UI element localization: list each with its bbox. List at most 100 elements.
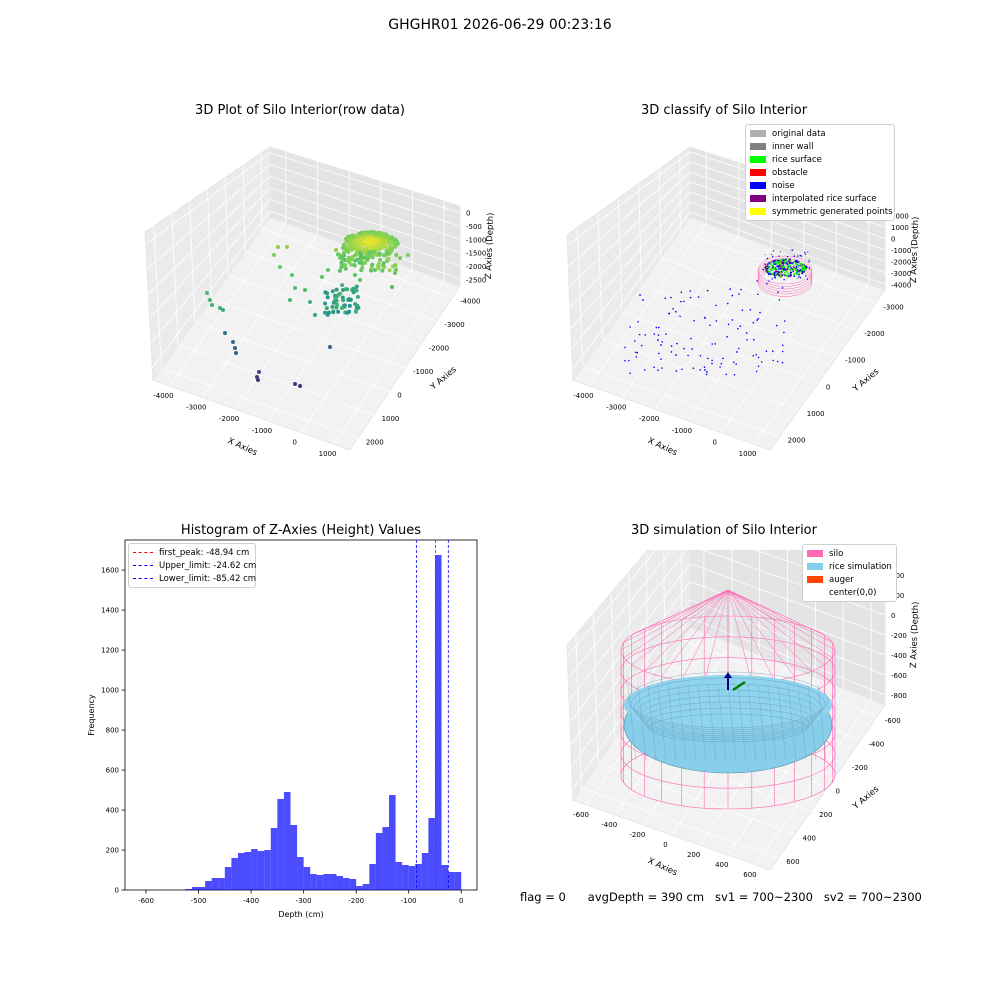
p2-noise-point (711, 359, 713, 362)
p2-noise-point (680, 300, 682, 303)
p2-original-point (799, 254, 801, 257)
p2-inner-wall-ring (757, 258, 813, 287)
p2-rice-surface-point (795, 264, 797, 266)
p2-noise-point (638, 333, 641, 336)
p2-noise-point (653, 333, 656, 335)
p2-rice-surface-point (766, 265, 769, 268)
p2-original-point (778, 261, 780, 263)
p2-noise-point (752, 355, 755, 357)
p2-original-point (787, 275, 790, 277)
p1-scatter-point (331, 309, 336, 314)
p2-noise-point (715, 320, 718, 322)
p1-scatter-point (362, 233, 367, 238)
p1-scatter-point (370, 241, 375, 246)
p2-original-point (781, 264, 784, 266)
p3-histogram-bar (244, 852, 252, 890)
p2-y-tick-label: 2000 (788, 437, 806, 445)
p2-original-point (778, 255, 780, 257)
p2-rice-surface-point (789, 275, 792, 278)
p1-scatter-point (382, 253, 387, 258)
p2-rice-surface-point (797, 261, 799, 264)
p2-x-tick-label: -1000 (672, 427, 692, 435)
p2-rice-surface-point (768, 266, 770, 268)
legend-entry: inner wall (750, 140, 890, 153)
p2-noise-point (653, 366, 655, 369)
p2-noise-point (687, 354, 689, 357)
p2-original-point (770, 253, 773, 256)
p1-z-tick-label: 0 (466, 210, 470, 218)
p2-noise-point (726, 335, 728, 338)
p2-noise-point (699, 369, 701, 371)
p2-y-tick-label: -2000 (864, 330, 884, 338)
p1-y-grid (189, 201, 390, 392)
p1-x-grid (300, 191, 413, 433)
p3-histogram-bar (349, 879, 357, 890)
p2-noise-point (657, 334, 660, 336)
legend-line (133, 578, 153, 579)
p1-scatter-point (349, 262, 354, 267)
p4-rice-mesh (797, 684, 807, 761)
p2-rice-surface-point (769, 263, 772, 266)
p2-original-point (808, 268, 811, 270)
p2-original-point (808, 259, 810, 261)
p2-noise-point (660, 358, 662, 360)
p2-original-point (797, 255, 799, 257)
p1-scatter-point (285, 245, 289, 249)
p1-scatter-point (388, 249, 393, 254)
p1-scatter-point (334, 294, 339, 299)
p2-original-point (793, 255, 795, 258)
p2-z-axis-label: Z Axies (Depth) (909, 216, 921, 283)
p2-rice-surface-point (801, 268, 803, 270)
legend-swatch (750, 195, 766, 202)
p2-noise-point (683, 347, 685, 350)
p2-rice-surface-point (777, 268, 780, 270)
legend-label: inner wall (772, 141, 814, 152)
p2-z-tick-label: -4000 (891, 281, 911, 289)
p4-rice-mesh (697, 684, 707, 761)
p2-noise-point (644, 334, 646, 336)
p1-scatter-point (339, 265, 344, 270)
p1-scatter-point (354, 288, 359, 293)
p1-scatter-point (381, 261, 386, 266)
p1-y-tick-label: 0 (397, 391, 401, 399)
p2-original-point (779, 274, 782, 276)
p2-noise-point (782, 344, 784, 347)
p3-x-tick-label: -600 (138, 897, 154, 905)
legend-swatch (750, 143, 766, 150)
p1-scatter-point (350, 254, 355, 259)
p1-x-grid (169, 151, 287, 387)
p2-noise-point (733, 361, 735, 364)
p2-z-tick-label: 0 (891, 236, 895, 244)
p1-scatter-point (358, 250, 363, 255)
legend-label: auger (829, 574, 854, 585)
legend-entry: first_peak: -48.94 cm (133, 546, 251, 559)
p2-original-point (804, 269, 806, 271)
p2-original-point (766, 258, 768, 260)
p3-histogram-bar (270, 828, 278, 890)
p2-noise-point (664, 297, 667, 299)
p1-scatter-point (349, 247, 354, 252)
p1-z-tick-label: -1000 (466, 236, 486, 244)
p4-rice-mesh (717, 684, 727, 761)
p3-histogram-bar (264, 850, 271, 890)
p4-z-tick-label: 200 (891, 592, 904, 600)
legend-entry: original data (750, 127, 890, 140)
p4-y-tick-label: -200 (852, 764, 868, 772)
legend-swatch (807, 563, 823, 570)
p3-x-tick-label: -100 (401, 897, 417, 905)
p2-original-point (767, 273, 770, 276)
p4-z-tick-label: -200 (891, 632, 907, 640)
p2-noise-point (697, 296, 700, 298)
p2-original-point (774, 267, 777, 269)
p4-rice-mesh (787, 684, 797, 761)
p2-rice-surface-point (771, 265, 774, 267)
panel4-title: 3D simulation of Silo Interior (631, 523, 817, 538)
p2-noise-point (715, 304, 717, 307)
p2-rice-surface-point (789, 258, 791, 261)
p1-scatter-point (387, 268, 392, 273)
p2-rice-surface-point (765, 269, 768, 272)
p4-rice-mesh (667, 684, 677, 761)
p2-z-tick-label: -2000 (891, 258, 911, 266)
p2-y-grid (658, 168, 857, 331)
p1-scatter-point (234, 351, 238, 355)
